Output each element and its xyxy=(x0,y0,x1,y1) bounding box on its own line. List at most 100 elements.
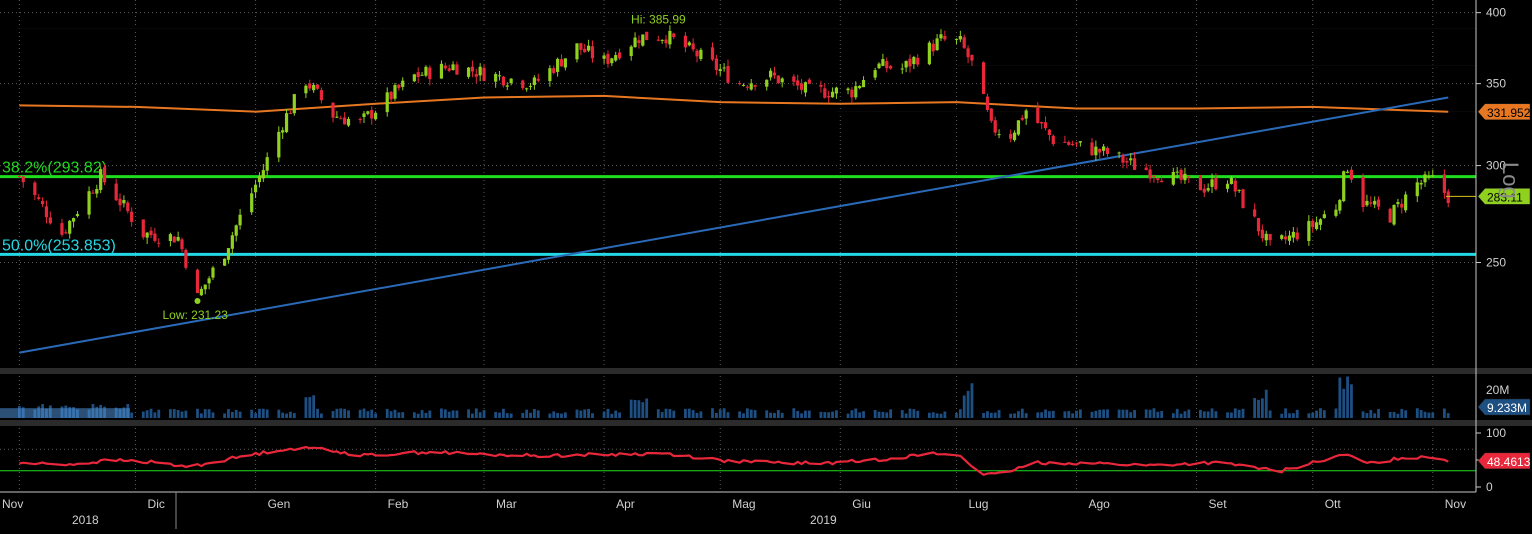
candle-body xyxy=(149,230,153,236)
candle-body xyxy=(1233,180,1237,192)
volume-bar xyxy=(412,412,416,418)
volume-bar xyxy=(656,409,660,418)
candle-body xyxy=(1156,178,1160,180)
candle-body xyxy=(803,82,808,93)
volume-bar xyxy=(1307,413,1311,418)
candle-body xyxy=(420,74,424,76)
candle-body xyxy=(1314,222,1319,230)
candle-body xyxy=(343,117,347,125)
volume-bar xyxy=(292,413,296,418)
volume-bar xyxy=(955,413,958,418)
volume-bar xyxy=(792,408,796,418)
candle-body xyxy=(505,85,509,87)
candle-body xyxy=(1063,141,1067,143)
candle-body xyxy=(575,43,579,60)
candle-body xyxy=(122,200,126,204)
candle-body xyxy=(64,232,68,234)
candle-body xyxy=(1225,183,1230,189)
volume-bar xyxy=(560,413,563,418)
candle-body xyxy=(1074,142,1079,144)
volume-bar xyxy=(556,413,560,418)
candle-body xyxy=(370,110,374,119)
volume-bar xyxy=(862,411,865,418)
volume-bar xyxy=(1090,411,1094,418)
candle-body xyxy=(772,72,777,76)
volume-bar xyxy=(1373,413,1377,418)
volume-bar xyxy=(254,413,257,418)
volume-bar xyxy=(776,410,780,418)
candle-body xyxy=(1040,121,1044,124)
volume-bar xyxy=(1152,408,1156,418)
volume-bar xyxy=(687,408,691,418)
volume-bar xyxy=(877,411,881,418)
candle-body xyxy=(1144,167,1148,170)
volume-bar xyxy=(633,399,637,418)
candle-body xyxy=(1361,177,1365,208)
volume-bar xyxy=(223,413,226,418)
volume-bar xyxy=(1071,413,1075,418)
candle-body xyxy=(358,118,362,120)
candle-body xyxy=(931,43,935,52)
volume-bar xyxy=(420,410,424,418)
candle-body xyxy=(745,86,749,88)
candle-body xyxy=(37,197,41,200)
volume-bar xyxy=(908,408,912,418)
volume-bar xyxy=(1442,408,1446,418)
candle-body xyxy=(374,112,378,120)
volume-bar xyxy=(1067,411,1071,418)
volume-bar xyxy=(471,413,474,418)
volume-bar xyxy=(858,412,862,418)
volume-bar xyxy=(962,395,966,418)
volume-bar xyxy=(153,412,157,418)
candle-body xyxy=(641,34,645,46)
candle-body xyxy=(1117,152,1121,154)
volume-bar xyxy=(250,409,254,418)
volume-bar xyxy=(455,410,459,418)
volume-bar xyxy=(1415,408,1419,418)
month-tick-label: Ago xyxy=(1089,497,1111,511)
volume-bar xyxy=(529,412,532,418)
volume-bar xyxy=(958,409,962,418)
volume-bar xyxy=(1206,411,1210,418)
volume-bar xyxy=(1288,413,1291,418)
candle-body xyxy=(714,58,718,70)
candle-body xyxy=(40,200,45,205)
volume-axis-label: 20M xyxy=(1486,383,1509,397)
volume-bar xyxy=(579,410,583,418)
volume-bar xyxy=(532,408,536,418)
candle-body xyxy=(858,85,862,89)
volume-bar xyxy=(416,413,420,418)
volume-bar xyxy=(525,409,529,418)
candle-body xyxy=(1431,175,1435,177)
candle-body xyxy=(277,131,281,158)
candle-body xyxy=(521,80,525,89)
volume-bar xyxy=(180,411,184,418)
volume-bar xyxy=(587,408,590,418)
candle-body xyxy=(180,239,184,250)
candle-body xyxy=(590,46,595,59)
candle-body xyxy=(1187,176,1191,178)
volume-bar xyxy=(440,408,443,418)
candle-body xyxy=(1419,182,1423,185)
volume-bar xyxy=(1036,412,1040,418)
volume-bar xyxy=(1334,408,1338,418)
volume-bar xyxy=(1098,409,1102,418)
candle-body xyxy=(834,87,839,94)
candle-body xyxy=(645,31,649,41)
candle-body xyxy=(939,34,943,39)
volume-bar xyxy=(1094,410,1098,418)
candle-body xyxy=(1043,122,1048,129)
candle-body xyxy=(559,59,564,67)
volume-bar xyxy=(1280,413,1284,418)
candle-body xyxy=(1388,208,1392,223)
candle-body xyxy=(660,39,664,41)
volume-bar xyxy=(168,409,172,418)
volume-bar xyxy=(986,411,989,418)
volume-bar xyxy=(1175,408,1179,418)
candle-body xyxy=(385,92,389,113)
volume-bar xyxy=(745,408,749,418)
rsi-tick-label: 100 xyxy=(1486,426,1506,440)
volume-bar xyxy=(939,413,943,418)
volume-bar xyxy=(618,412,621,418)
